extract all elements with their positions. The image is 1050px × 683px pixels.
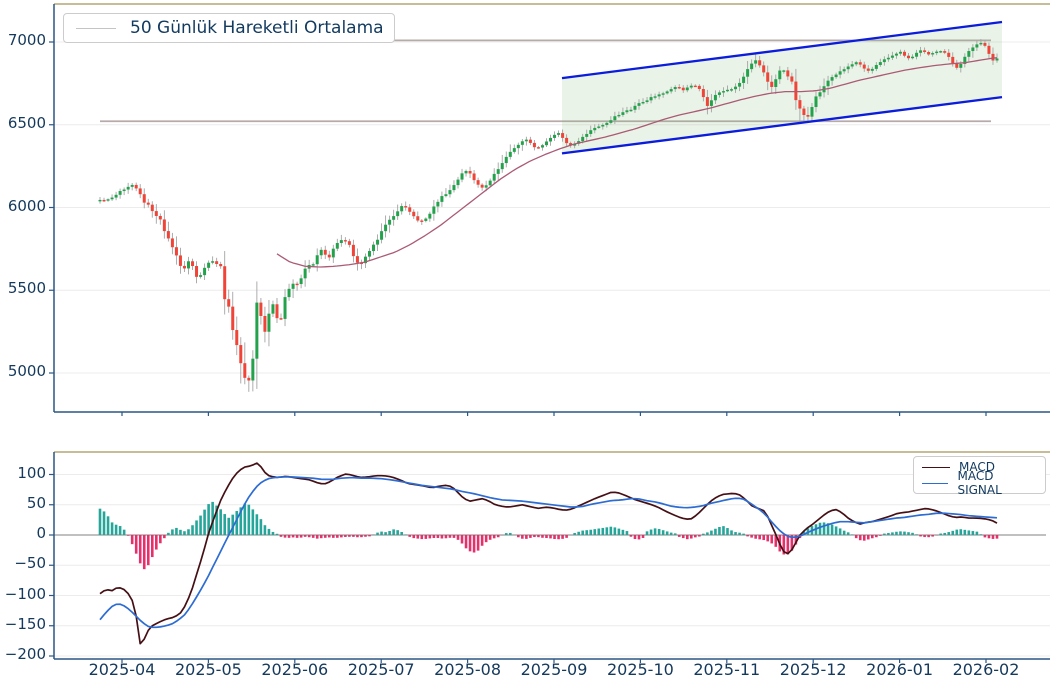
x-tick-label: 2025-10 bbox=[606, 660, 674, 679]
macd-legend-row: MACD bbox=[922, 459, 1037, 475]
price-y-tick-label: 5000 bbox=[7, 362, 46, 380]
macd-y-tick-label: −50 bbox=[14, 554, 46, 573]
macd-y-tick-label: 50 bbox=[26, 493, 46, 512]
macd-y-tick-label: −100 bbox=[4, 584, 46, 603]
macd-signal-legend-label: MACD SIGNAL bbox=[957, 469, 1002, 497]
ma-legend-label: 50 Günlük Hareketli Ortalama bbox=[130, 18, 384, 38]
x-tick-label: 2025-11 bbox=[693, 660, 761, 679]
macd-y-tick-label: 0 bbox=[36, 524, 46, 542]
macd-y-tick-label: −150 bbox=[4, 614, 46, 633]
price-y-tick-label: 6500 bbox=[7, 113, 46, 132]
price-y-tick-label: 5500 bbox=[7, 279, 46, 298]
macd-legend: MACD MACD SIGNAL bbox=[913, 456, 1046, 497]
ma-legend: 50 Günlük Hareketli Ortalama bbox=[63, 13, 395, 43]
x-tick-label: 2026-02 bbox=[952, 660, 1020, 679]
ma-legend-line-sample bbox=[76, 27, 116, 29]
x-tick-label: 2025-12 bbox=[779, 660, 847, 679]
x-tick-label: 2025-06 bbox=[261, 660, 329, 679]
macd-line-sample bbox=[922, 466, 950, 468]
x-tick-label: 2026-01 bbox=[866, 660, 934, 679]
macd-y-tick-label: −200 bbox=[4, 645, 46, 663]
x-tick-label: 2025-04 bbox=[88, 660, 156, 679]
macd-signal-line-sample bbox=[922, 482, 949, 484]
macd-y-tick-label: 100 bbox=[17, 463, 46, 482]
price-y-tick-label: 7000 bbox=[7, 31, 46, 49]
price-y-tick-label: 6000 bbox=[7, 196, 46, 215]
macd-signal-legend-row: MACD SIGNAL bbox=[922, 469, 1037, 497]
x-tick-label: 2025-05 bbox=[174, 660, 242, 679]
x-tick-label: 2025-08 bbox=[434, 660, 502, 679]
macd-legend-label: MACD bbox=[959, 460, 995, 474]
x-tick-label: 2025-09 bbox=[520, 660, 588, 679]
x-tick-label: 2025-07 bbox=[347, 660, 415, 679]
